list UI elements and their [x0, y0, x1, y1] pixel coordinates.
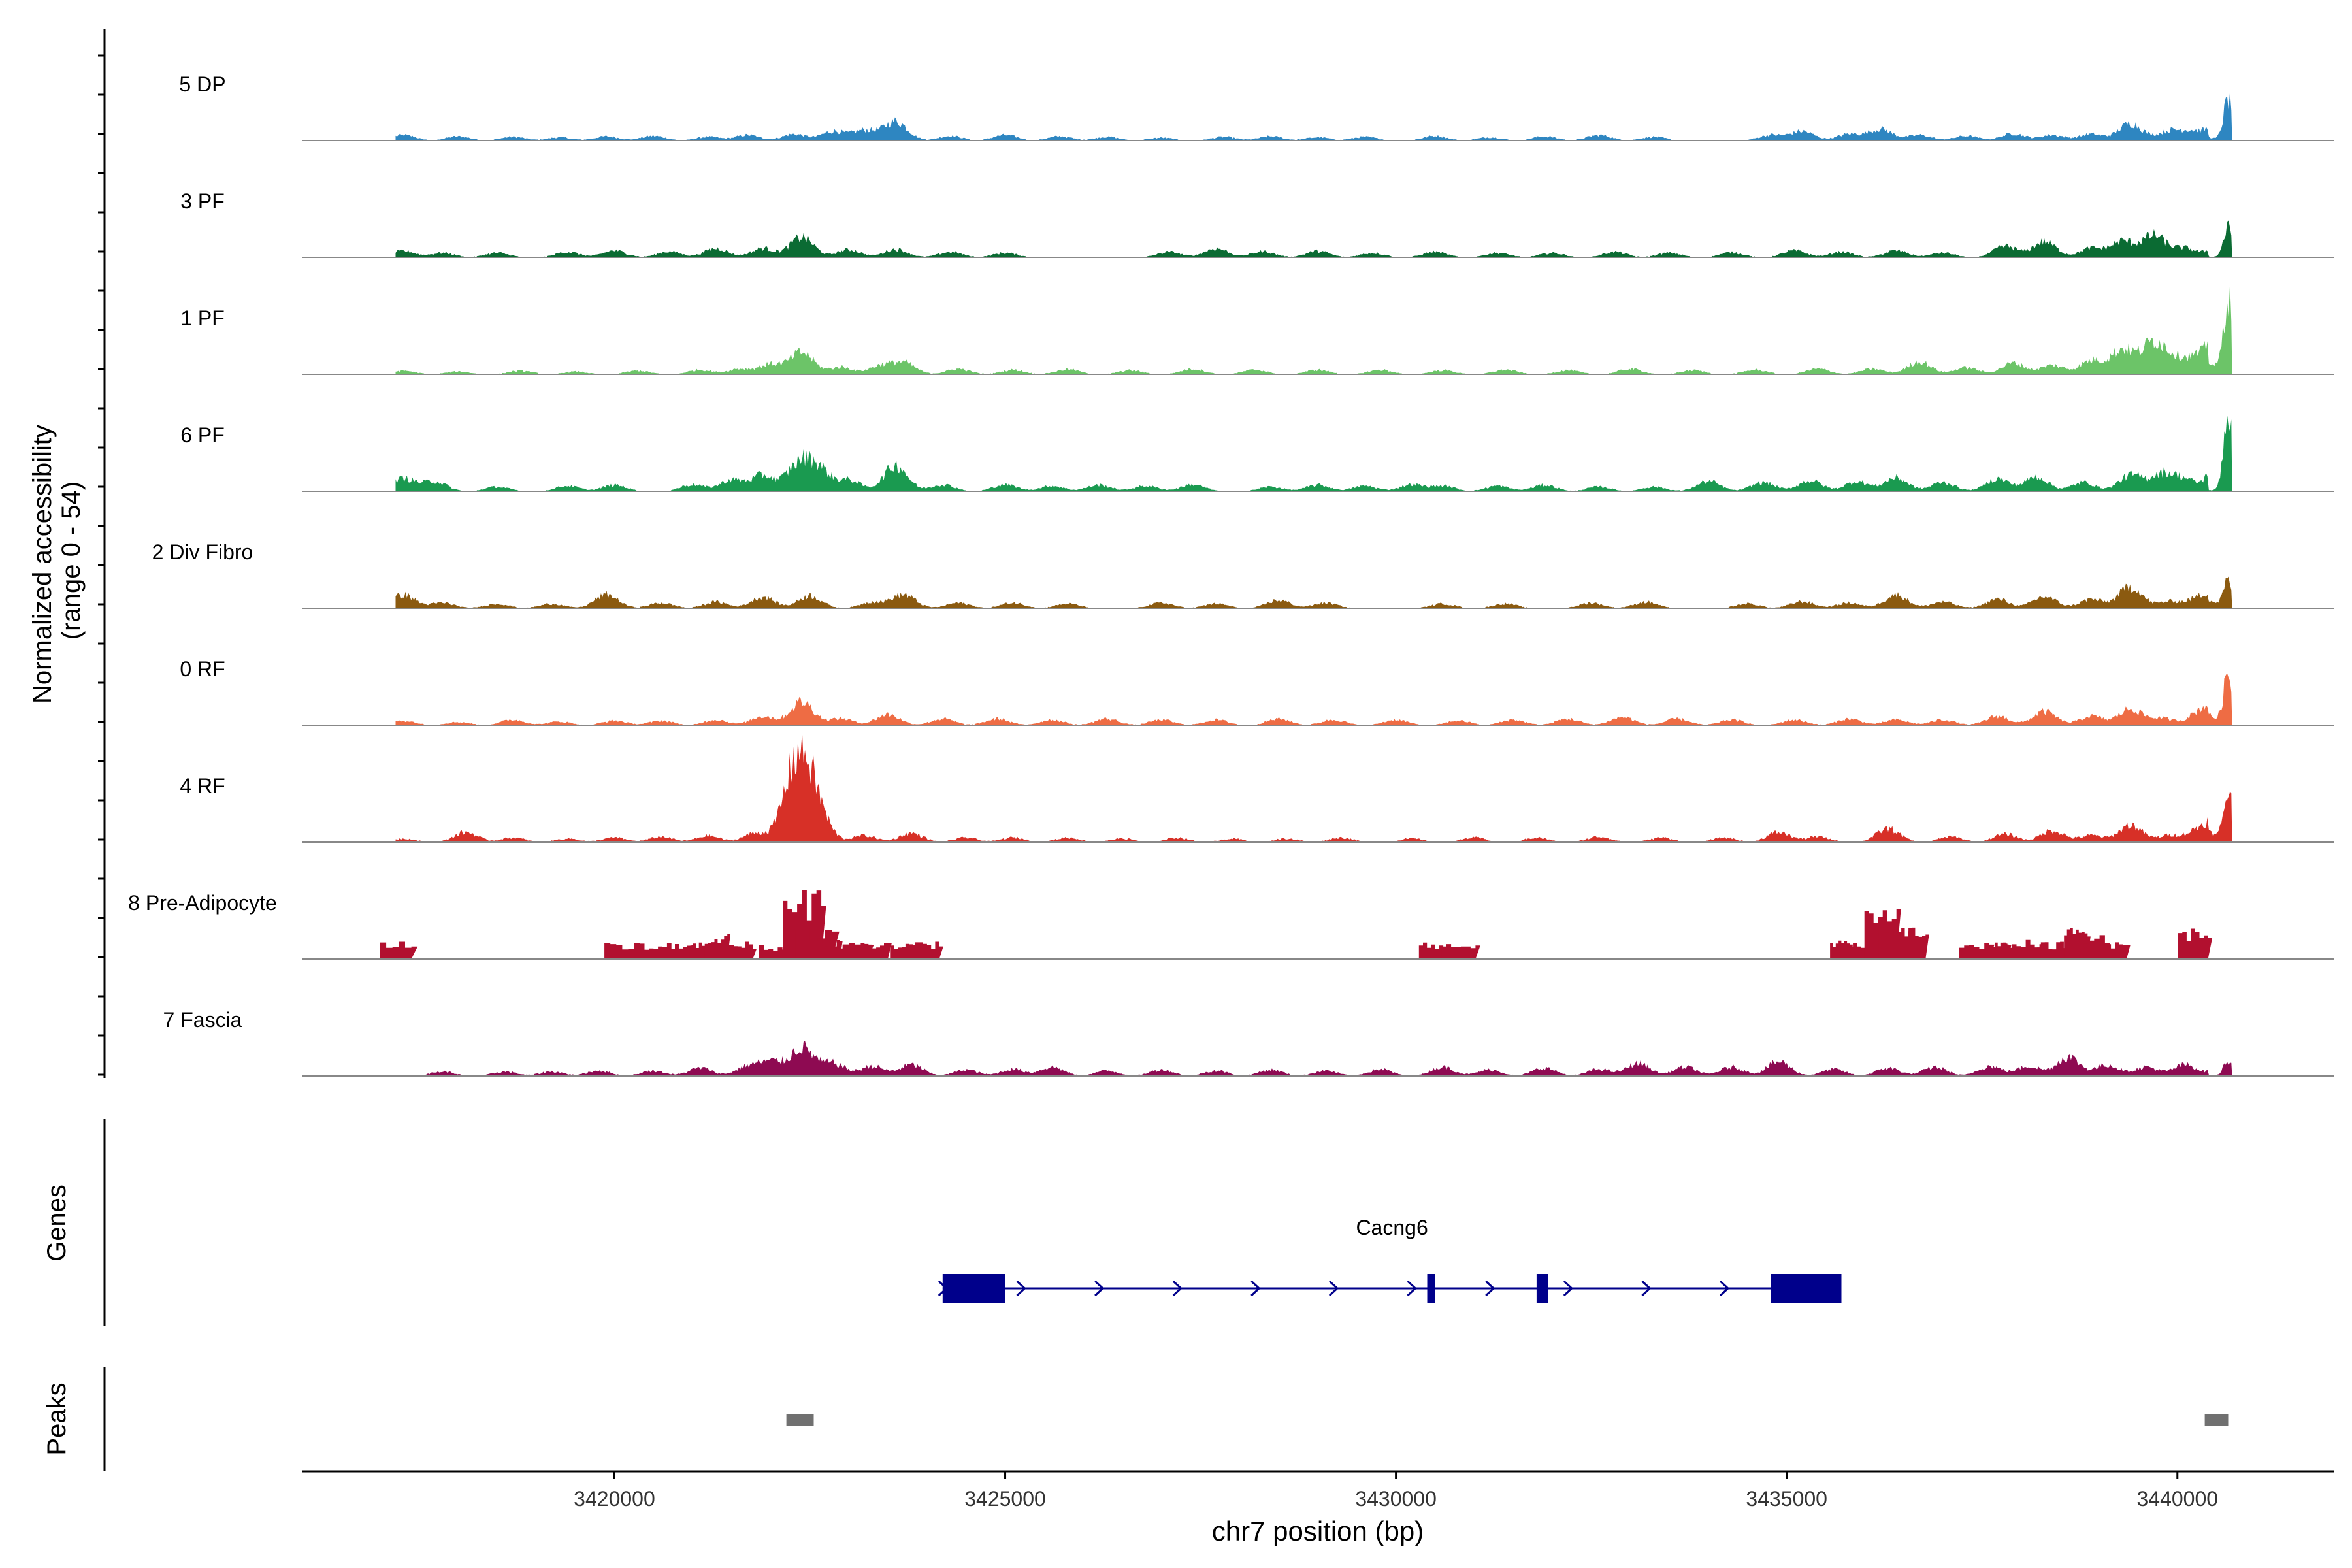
y-axis-label: Normalized accessibility (range 0 - 54): [28, 417, 86, 704]
track-label: 6 PF: [180, 423, 225, 447]
strand-arrow: [1094, 1280, 1105, 1297]
coverage-mark: [857, 943, 892, 959]
track-4-rf: 4 RF: [180, 732, 2334, 843]
coverage-area: [395, 414, 2232, 491]
coverage-mark: [704, 934, 731, 959]
peak-region: [786, 1414, 814, 1426]
x-tick-label: 3440000: [2136, 1487, 2218, 1511]
x-ticks: 3420000 3425000 3430000 3435000 3440000: [574, 1471, 2218, 1511]
x-axis: 3420000 3425000 3430000 3435000 3440000 chr7…: [302, 1470, 2334, 1546]
peaks-panel-label: Peaks: [42, 1382, 71, 1455]
coverage-area: [395, 220, 2232, 257]
track-label: 0 RF: [180, 657, 225, 681]
coverage-area: [395, 284, 2232, 374]
coverage-mark: [662, 944, 696, 959]
x-tick-label: 3435000: [1746, 1487, 1827, 1511]
peak-regions: [786, 1414, 2229, 1426]
coverage-mark: [2078, 935, 2111, 959]
coverage-mark: [726, 941, 757, 959]
coverage-area: [395, 673, 2232, 725]
coverage-mark: [2002, 939, 2044, 959]
track-label: 8 Pre-Adipocyte: [128, 891, 277, 915]
coverage-area: [395, 732, 2232, 842]
track-3-pf: 3 PF: [180, 189, 2334, 258]
coverage-mark: [915, 941, 943, 959]
strand-arrow: [1485, 1280, 1495, 1297]
coverage-y-axis: [98, 29, 106, 1078]
coverage-mark: [380, 941, 418, 959]
track-2-div-fibro: 2 Div Fibro: [152, 540, 2334, 609]
track-label: 1 PF: [180, 306, 225, 330]
peak-region: [2204, 1414, 2229, 1426]
x-tick-label: 3425000: [964, 1487, 1046, 1511]
strand-arrow: [1328, 1280, 1339, 1297]
coverage-mark: [1441, 944, 1480, 959]
x-tick-label: 3430000: [1355, 1487, 1437, 1511]
genes-panel: Genes Cacng6: [42, 1119, 1842, 1326]
coverage-mark: [2178, 928, 2213, 959]
coverage-area: [395, 1041, 2232, 1076]
coverage-area: [395, 576, 2232, 608]
coverage-tracks: 5 DP 3 PF 1 PF 6 PF 2 Div Fibro 0 RF 4 RF 8 Pre…: [128, 73, 2334, 1077]
peaks-panel: Peaks: [42, 1367, 2229, 1471]
track-8-pre-adipocyte: 8 Pre-Adipocyte: [128, 890, 2334, 960]
track-7-fascia: 7 Fascia: [163, 1008, 2334, 1077]
x-tick-label: 3420000: [574, 1487, 655, 1511]
gene-model: [938, 1274, 1842, 1303]
strand-arrow: [1172, 1280, 1183, 1297]
gene-exon: [1771, 1274, 1842, 1303]
track-label: 4 RF: [180, 774, 225, 798]
strand-arrow: [1407, 1280, 1417, 1297]
coverage-mark: [1418, 942, 1448, 959]
track-1-pf: 1 PF: [180, 284, 2334, 375]
coverage-mark: [890, 943, 921, 959]
gene-label: Cacng6: [1356, 1216, 1428, 1239]
gene-exon: [942, 1274, 1005, 1303]
strand-arrow: [1250, 1280, 1261, 1297]
gene-exon: [1427, 1274, 1435, 1303]
coverage-mark: [1959, 943, 1995, 959]
y-axis-label-line2: (range 0 - 54): [57, 482, 86, 640]
strand-arrow: [1641, 1280, 1652, 1297]
track-label: 2 Div Fibro: [152, 540, 253, 564]
strand-arrow: [1719, 1280, 1730, 1297]
gene-exon: [1536, 1274, 1548, 1303]
genes-panel-label: Genes: [42, 1184, 71, 1262]
y-axis-label-line1: Normalized accessibility: [28, 425, 57, 704]
coverage-mark: [2103, 942, 2131, 959]
strand-arrow: [1563, 1280, 1574, 1297]
track-label: 3 PF: [180, 189, 225, 213]
track-label: 5 DP: [179, 73, 225, 96]
track-label: 7 Fascia: [163, 1008, 242, 1032]
strand-arrow: [1016, 1280, 1026, 1297]
coverage-mark: [2037, 941, 2072, 959]
coverage-mark: [1897, 927, 1929, 959]
track-0-rf: 0 RF: [180, 657, 2334, 726]
coverage-mark: [759, 945, 787, 959]
track-6-pf: 6 PF: [180, 414, 2334, 492]
x-axis-label: chr7 position (bp): [1212, 1516, 1424, 1546]
coverage-area: [395, 91, 2232, 140]
track-5-dp: 5 DP: [179, 73, 2334, 141]
